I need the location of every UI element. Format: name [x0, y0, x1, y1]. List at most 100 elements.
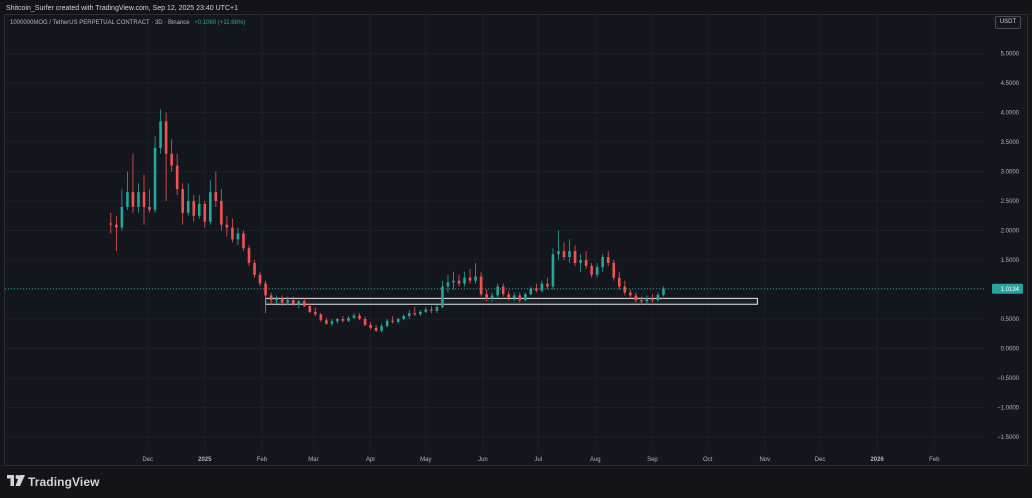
- candle-body-down: [391, 320, 394, 322]
- price-tick-label: 3.5000: [1001, 140, 1020, 146]
- candle-body-down: [247, 248, 251, 263]
- candle-body-up: [441, 286, 444, 308]
- candle-body-down: [314, 311, 317, 315]
- candle-body-down: [175, 165, 179, 190]
- price-tick-label: 3.0000: [1001, 170, 1020, 176]
- candle-body-up: [236, 233, 240, 240]
- price-tick-label: −1.0000: [997, 406, 1020, 412]
- candle-body-up: [645, 298, 649, 302]
- candle-body-up: [197, 203, 201, 216]
- time-tick-label: Feb: [257, 457, 268, 463]
- candle-body-down: [220, 201, 223, 225]
- candle-body-up: [662, 288, 665, 295]
- candle-body-down: [231, 227, 234, 240]
- candle-body-down: [358, 315, 361, 319]
- candle-body-down: [142, 192, 146, 207]
- time-tick-label: Feb: [929, 457, 940, 463]
- candle-body-down: [629, 292, 632, 296]
- candle-body-up: [524, 294, 527, 301]
- time-tick-label: Dec: [815, 457, 826, 463]
- candle-body-down: [413, 313, 417, 315]
- candle-body-down: [468, 277, 472, 281]
- candle-body-down: [535, 288, 538, 291]
- time-tick-label: 2025: [198, 457, 212, 463]
- price-tick-label: −0.5000: [997, 376, 1020, 382]
- time-tick-label: Apr: [366, 457, 375, 463]
- candle-body-down: [546, 283, 549, 287]
- candle-body-down: [457, 280, 461, 284]
- candle-body-down: [341, 319, 345, 321]
- candle-body-up: [540, 283, 544, 291]
- footer-bar: TradingView: [0, 466, 1032, 498]
- candle-body-down: [363, 319, 367, 325]
- time-tick-label: Jul: [534, 457, 542, 463]
- candle-body-down: [518, 295, 522, 301]
- chart-caption: Shitcoin_Surfer created with TradingView…: [6, 5, 238, 12]
- candle-body-down: [374, 327, 378, 331]
- time-tick-label: Aug: [590, 457, 601, 463]
- candle-body-down: [192, 201, 196, 216]
- candle-body-up: [490, 295, 494, 299]
- brand-name: TradingView: [28, 475, 100, 489]
- candle-body-down: [264, 283, 267, 296]
- candle-body-up: [120, 206, 124, 228]
- tradingview-logo-icon: [7, 475, 25, 486]
- support-zone: [265, 297, 758, 305]
- candle-body-up: [407, 313, 411, 317]
- time-tick-label: Oct: [703, 457, 713, 463]
- candle-body-down: [131, 192, 135, 207]
- price-tick-label: −1.5000: [997, 435, 1020, 441]
- candle-body-up: [557, 251, 560, 255]
- candle-body-down: [214, 192, 218, 201]
- price-tick-label: 2.5000: [1001, 199, 1020, 205]
- chart-pane[interactable]: [4, 14, 1028, 466]
- candle-body-down: [562, 251, 566, 258]
- candle-body-up: [601, 257, 604, 268]
- price-tick-label: 0.5000: [1001, 317, 1020, 323]
- candle-body-down: [573, 251, 577, 263]
- candle-body-down: [115, 224, 118, 228]
- candle-body-down: [164, 121, 168, 154]
- last-price-badge: [992, 283, 1023, 294]
- candle-body-down: [623, 286, 627, 293]
- candle-body-down: [651, 298, 654, 301]
- time-tick-label: Nov: [759, 457, 770, 463]
- candle-body-down: [612, 262, 616, 278]
- candle-body-down: [617, 277, 621, 287]
- candle-body-down: [507, 294, 511, 298]
- price-tick-label: 2.0000: [1001, 229, 1020, 235]
- price-tick-label: 5.0000: [1001, 52, 1020, 58]
- candle-body-up: [496, 286, 499, 296]
- candle-body-down: [485, 294, 488, 299]
- time-tick-label: Dec: [142, 457, 153, 463]
- candle-body-down: [584, 260, 588, 266]
- candle-body-down: [203, 203, 207, 222]
- price-axis[interactable]: 5.0000 4.5000 4.0000 3.5000 3.0000 2.5000 2.00…: [992, 52, 1023, 442]
- candle-body-up: [446, 282, 450, 287]
- candle-body-down: [170, 153, 173, 166]
- candle-body-down: [640, 300, 643, 302]
- price-change: +0.1060 (+11.68%): [194, 20, 246, 26]
- candle-body-up: [385, 320, 389, 327]
- candle-body-up: [186, 201, 190, 213]
- time-tick-label: Jun: [478, 457, 488, 463]
- candle-body-down: [253, 262, 256, 275]
- candle-body-up: [209, 192, 212, 222]
- support-zone-layer: [265, 297, 758, 305]
- candle-body-up: [474, 276, 477, 281]
- time-axis[interactable]: Dec 2025 Feb Mar Apr May Jun Jul Aug Sep Oct Nov Dec…: [142, 457, 940, 463]
- price-tick-label: 4.0000: [1001, 111, 1020, 117]
- candle-body-up: [402, 316, 406, 319]
- candle-body-up: [330, 321, 334, 324]
- candle-body-down: [181, 189, 184, 213]
- candle-body-up: [435, 307, 439, 311]
- candle-body-up: [396, 319, 400, 322]
- candle-body-down: [258, 274, 262, 284]
- price-tick-label: 1.5000: [1001, 258, 1020, 264]
- candle-body-down: [325, 320, 328, 324]
- currency-button[interactable]: USDT: [995, 16, 1021, 29]
- candle-body-down: [280, 298, 284, 303]
- candle-body-down: [319, 314, 323, 321]
- candle-body-up: [153, 147, 157, 210]
